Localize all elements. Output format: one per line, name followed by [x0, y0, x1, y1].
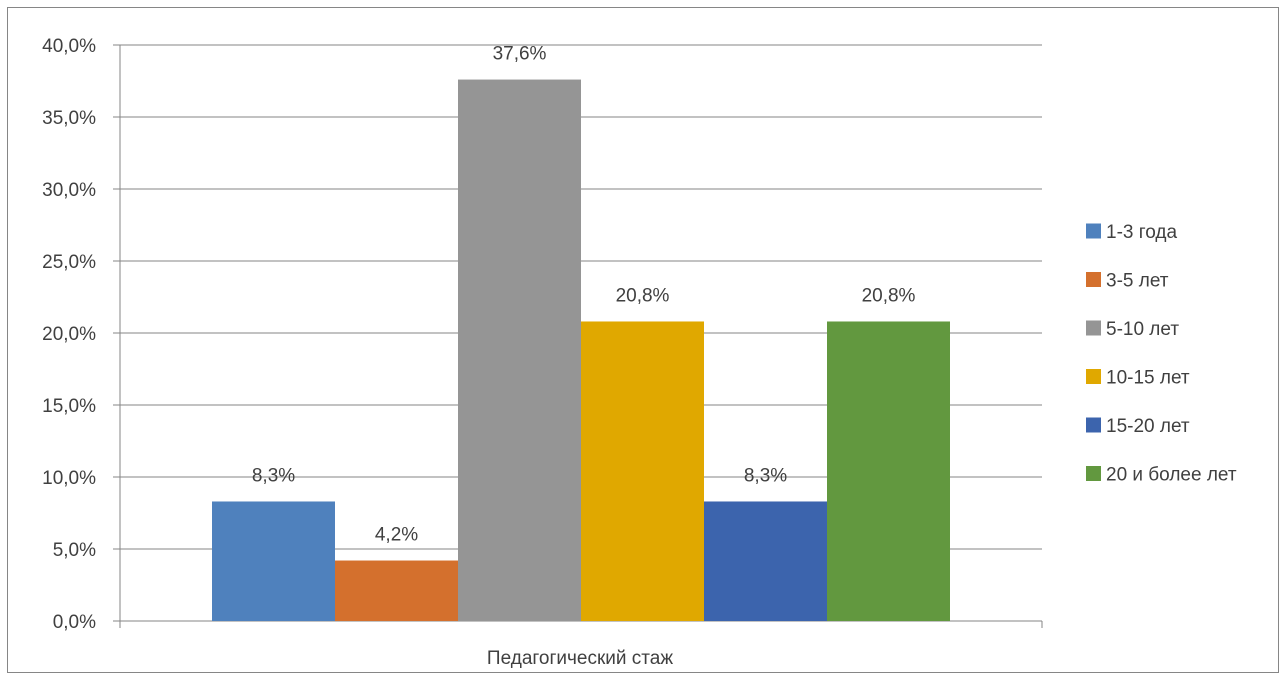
data-label: 20,8% [616, 285, 670, 306]
bar-1 [212, 501, 335, 621]
y-tick-label: 0,0% [53, 612, 96, 633]
legend-swatch [1086, 272, 1101, 287]
legend-label: 1-3 года [1106, 222, 1177, 243]
bar-3 [458, 79, 581, 621]
y-tick-label: 40,0% [42, 36, 96, 57]
data-labels: 8,3% 4,2% 37,6% 20,8% 8,3% 20,8% [252, 44, 916, 546]
x-axis-title: Педагогический стаж [487, 648, 673, 669]
bar-6 [827, 321, 950, 621]
data-label: 20,8% [862, 285, 916, 306]
legend-swatch [1086, 320, 1101, 336]
data-label: 8,3% [744, 465, 787, 486]
y-tick-label: 20,0% [42, 324, 96, 345]
y-tick-label: 5,0% [53, 540, 96, 561]
y-tick-label: 10,0% [42, 468, 96, 489]
data-label: 4,2% [375, 525, 418, 546]
legend-label: 10-15 лет [1106, 368, 1190, 389]
y-tick-label: 25,0% [42, 252, 96, 273]
data-label: 8,3% [252, 465, 295, 486]
legend-swatch [1086, 417, 1101, 433]
x-axis [119, 620, 1043, 628]
legend-label: 20 и более лет [1106, 465, 1237, 486]
bar-2 [335, 560, 458, 621]
legend-label: 3-5 лет [1106, 271, 1169, 292]
legend: 1-3 года 3-5 лет 5-10 лет 10-15 лет 15-20 ле… [1086, 222, 1237, 486]
y-tick-label: 30,0% [42, 180, 96, 201]
bars [212, 79, 950, 621]
legend-label: 5-10 лет [1106, 319, 1179, 340]
bar-5 [704, 501, 827, 621]
legend-swatch [1086, 369, 1101, 384]
y-tick-label: 15,0% [42, 396, 96, 417]
y-axis: 0,0% 5,0% 10,0% 15,0% 20,0% 25,0% 30,0% 35,0% 40… [42, 36, 121, 633]
y-tick-label: 35,0% [42, 108, 96, 129]
legend-swatch [1086, 466, 1101, 481]
legend-label: 15-20 лет [1106, 416, 1190, 437]
data-label: 37,6% [493, 44, 547, 65]
legend-swatch [1086, 223, 1101, 239]
bar-4 [581, 321, 704, 621]
